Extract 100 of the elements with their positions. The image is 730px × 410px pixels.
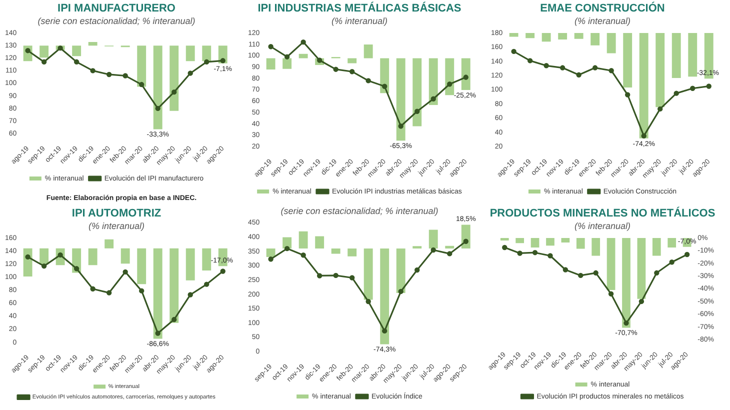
point	[578, 272, 584, 278]
bar	[364, 44, 373, 58]
point	[463, 238, 468, 244]
point	[382, 328, 388, 334]
bar	[282, 58, 292, 69]
point	[90, 286, 96, 292]
point	[414, 267, 420, 273]
bar	[396, 248, 406, 293]
bar	[445, 246, 454, 249]
point	[268, 256, 274, 262]
bar	[266, 58, 276, 70]
chart-title: IPI INDUSTRIAS METÁLICAS BÁSICAS	[258, 2, 462, 15]
point	[122, 73, 128, 78]
point	[155, 106, 160, 112]
bar	[315, 236, 324, 249]
point	[544, 63, 549, 68]
bar	[412, 246, 422, 249]
point	[463, 74, 468, 80]
point	[316, 273, 322, 278]
point	[220, 58, 226, 64]
point	[106, 72, 112, 78]
chart-subtitle: (% interanual)	[331, 16, 388, 26]
point	[447, 82, 452, 87]
point	[268, 44, 274, 50]
bar	[266, 248, 276, 258]
point	[188, 70, 193, 76]
point	[517, 250, 522, 256]
point	[576, 72, 582, 78]
bar	[348, 58, 357, 64]
point	[690, 86, 696, 91]
point	[447, 251, 452, 256]
bar	[380, 248, 390, 344]
point	[300, 39, 306, 45]
chart-subtitle: (% interanual)	[574, 221, 631, 232]
point	[706, 84, 712, 89]
point	[172, 89, 177, 95]
point	[532, 250, 538, 256]
point	[172, 316, 177, 322]
bar	[282, 237, 292, 249]
point	[366, 298, 371, 304]
point	[333, 272, 338, 278]
point	[333, 66, 338, 72]
point	[204, 59, 210, 65]
point	[41, 263, 47, 269]
point	[593, 270, 598, 276]
point	[300, 252, 306, 258]
point	[608, 68, 614, 74]
bar	[445, 58, 454, 96]
point	[684, 252, 690, 258]
point	[284, 246, 290, 252]
point	[366, 78, 371, 84]
point	[25, 254, 30, 260]
bar	[428, 230, 438, 249]
point	[90, 68, 96, 74]
chart-subtitle: (% interanual)	[574, 16, 631, 26]
chart-title: PRODUCTOS MINERALES NO METÁLICOS	[490, 206, 716, 220]
bar	[396, 58, 406, 141]
point	[527, 58, 533, 64]
point	[669, 260, 674, 265]
point	[382, 84, 388, 89]
point	[349, 69, 355, 74]
point	[138, 288, 144, 294]
point	[502, 244, 508, 250]
point	[430, 247, 436, 253]
bar	[412, 58, 422, 126]
bar	[348, 248, 357, 256]
point	[638, 298, 644, 304]
point	[204, 282, 210, 287]
chart-subtitle: (serie con estacionalidad; % interanual)	[38, 16, 196, 26]
bar	[298, 231, 308, 249]
point	[398, 124, 404, 129]
point	[624, 92, 630, 98]
point	[284, 54, 290, 60]
point	[624, 320, 629, 326]
point	[414, 108, 420, 114]
chart-title: IPI AUTOMOTRIZ	[72, 208, 162, 220]
point	[122, 269, 128, 275]
point	[548, 253, 553, 258]
bar	[364, 248, 373, 300]
point	[592, 65, 598, 70]
chart-title: EMAE CONSTRUCCIÓN	[540, 2, 665, 15]
point	[562, 267, 568, 272]
point	[511, 48, 516, 54]
point	[641, 133, 646, 139]
point	[41, 59, 47, 65]
point	[654, 270, 660, 276]
point	[138, 82, 144, 88]
point	[560, 65, 566, 70]
point	[188, 292, 193, 298]
bar	[461, 58, 470, 90]
bar	[298, 54, 308, 58]
chart-subtitle: (serie con estacionalidad; % interanual)	[280, 206, 438, 216]
point	[220, 268, 226, 274]
point	[398, 288, 404, 294]
chart-subtitle: (% interanual)	[88, 221, 145, 232]
point	[74, 59, 80, 65]
point	[155, 330, 160, 336]
point	[658, 106, 663, 112]
chart-title: IPI MANUFACTURERO	[58, 2, 176, 15]
point	[74, 266, 80, 272]
